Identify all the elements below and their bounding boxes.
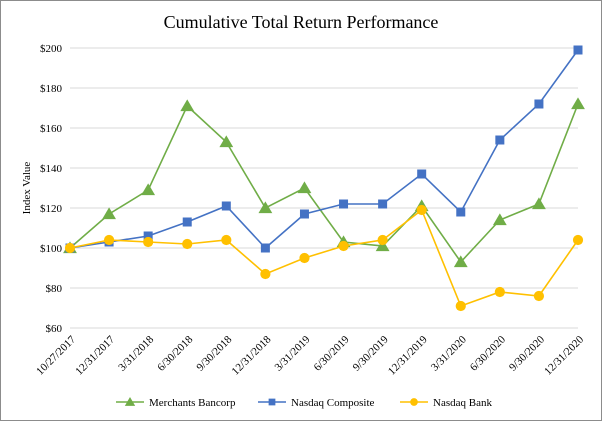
data-point — [416, 204, 427, 216]
data-point — [533, 290, 545, 302]
x-tick-label: 3/31/2018 — [116, 333, 156, 373]
data-point — [572, 234, 584, 246]
x-tick-label: 6/30/2019 — [312, 333, 352, 373]
y-tick-label: $180 — [40, 83, 63, 95]
data-point — [143, 236, 154, 248]
data-point — [534, 99, 544, 109]
x-tick-label: 12/31/2018 — [230, 333, 274, 377]
data-point — [495, 135, 505, 145]
data-point — [297, 181, 312, 194]
data-point — [417, 169, 427, 179]
x-tick-label: 12/31/2020 — [542, 333, 586, 377]
y-tick-label: $200 — [40, 43, 63, 55]
series-line — [69, 208, 579, 308]
data-point — [143, 231, 153, 241]
data-point — [64, 242, 76, 254]
series-line — [69, 49, 579, 250]
series-line — [69, 103, 579, 264]
data-point — [260, 243, 270, 253]
data-point — [102, 207, 116, 220]
x-tick-label: 12/31/2017 — [73, 333, 117, 377]
data-point — [453, 255, 468, 268]
series-group — [63, 45, 585, 312]
data-point — [124, 397, 136, 406]
legend-label: Nasdaq Bank — [433, 397, 492, 409]
data-point — [532, 197, 546, 210]
x-tick-label: 12/31/2019 — [386, 333, 430, 377]
data-point — [375, 239, 390, 252]
data-point — [141, 183, 156, 196]
series — [64, 204, 584, 312]
y-axis-label: Index Value — [21, 162, 33, 215]
data-point — [219, 135, 234, 148]
data-point — [103, 234, 115, 246]
data-point — [492, 213, 507, 226]
data-point — [571, 97, 585, 110]
data-point — [339, 199, 349, 209]
data-point — [573, 45, 583, 55]
x-tick-label: 9/30/2019 — [351, 333, 391, 373]
data-point — [377, 234, 388, 246]
legend-label: Merchants Bancorp — [149, 397, 236, 409]
series — [65, 45, 583, 253]
data-point — [258, 201, 273, 214]
x-tick-label: 6/30/2020 — [468, 333, 508, 373]
data-point — [378, 199, 388, 209]
y-tick-labels: $60 $80 $100 $120 $140 $160 $180 $200 — [40, 43, 63, 335]
x-tick-label: 3/31/2019 — [273, 333, 313, 373]
data-point — [268, 398, 276, 406]
y-tick-label: $140 — [40, 163, 63, 175]
data-point — [221, 201, 231, 211]
legend: Merchants Bancorp Nasdaq Composite Nasdaq … — [116, 397, 492, 409]
legend-item: Nasdaq Bank — [400, 397, 492, 409]
x-tick-label: 9/30/2020 — [507, 333, 547, 373]
data-point — [182, 238, 193, 250]
y-tick-label: $120 — [40, 203, 63, 215]
data-point — [182, 217, 192, 227]
x-tick-label: 9/30/2018 — [194, 333, 234, 373]
data-point — [299, 252, 310, 264]
data-point — [338, 240, 349, 252]
x-tick-label: 6/30/2018 — [155, 333, 195, 373]
data-point — [410, 398, 418, 406]
data-point — [221, 234, 232, 246]
chart-title: Cumulative Total Return Performance — [164, 12, 439, 32]
y-tick-label: $60 — [46, 323, 63, 335]
data-point — [455, 300, 466, 312]
legend-item: Merchants Bancorp — [116, 397, 236, 409]
data-point — [180, 99, 195, 112]
data-point — [299, 209, 309, 219]
y-tick-label: $100 — [40, 243, 63, 255]
y-tick-label: $80 — [46, 283, 63, 295]
data-point — [260, 268, 271, 280]
legend-label: Nasdaq Composite — [291, 397, 375, 409]
legend-item: Nasdaq Composite — [258, 397, 375, 409]
gridlines — [70, 47, 578, 329]
data-point — [456, 207, 466, 217]
y-tick-label: $160 — [40, 123, 63, 135]
data-point — [494, 286, 505, 298]
x-tick-label: 10/27/2017 — [34, 333, 78, 377]
x-tick-label: 3/31/2020 — [429, 333, 469, 373]
